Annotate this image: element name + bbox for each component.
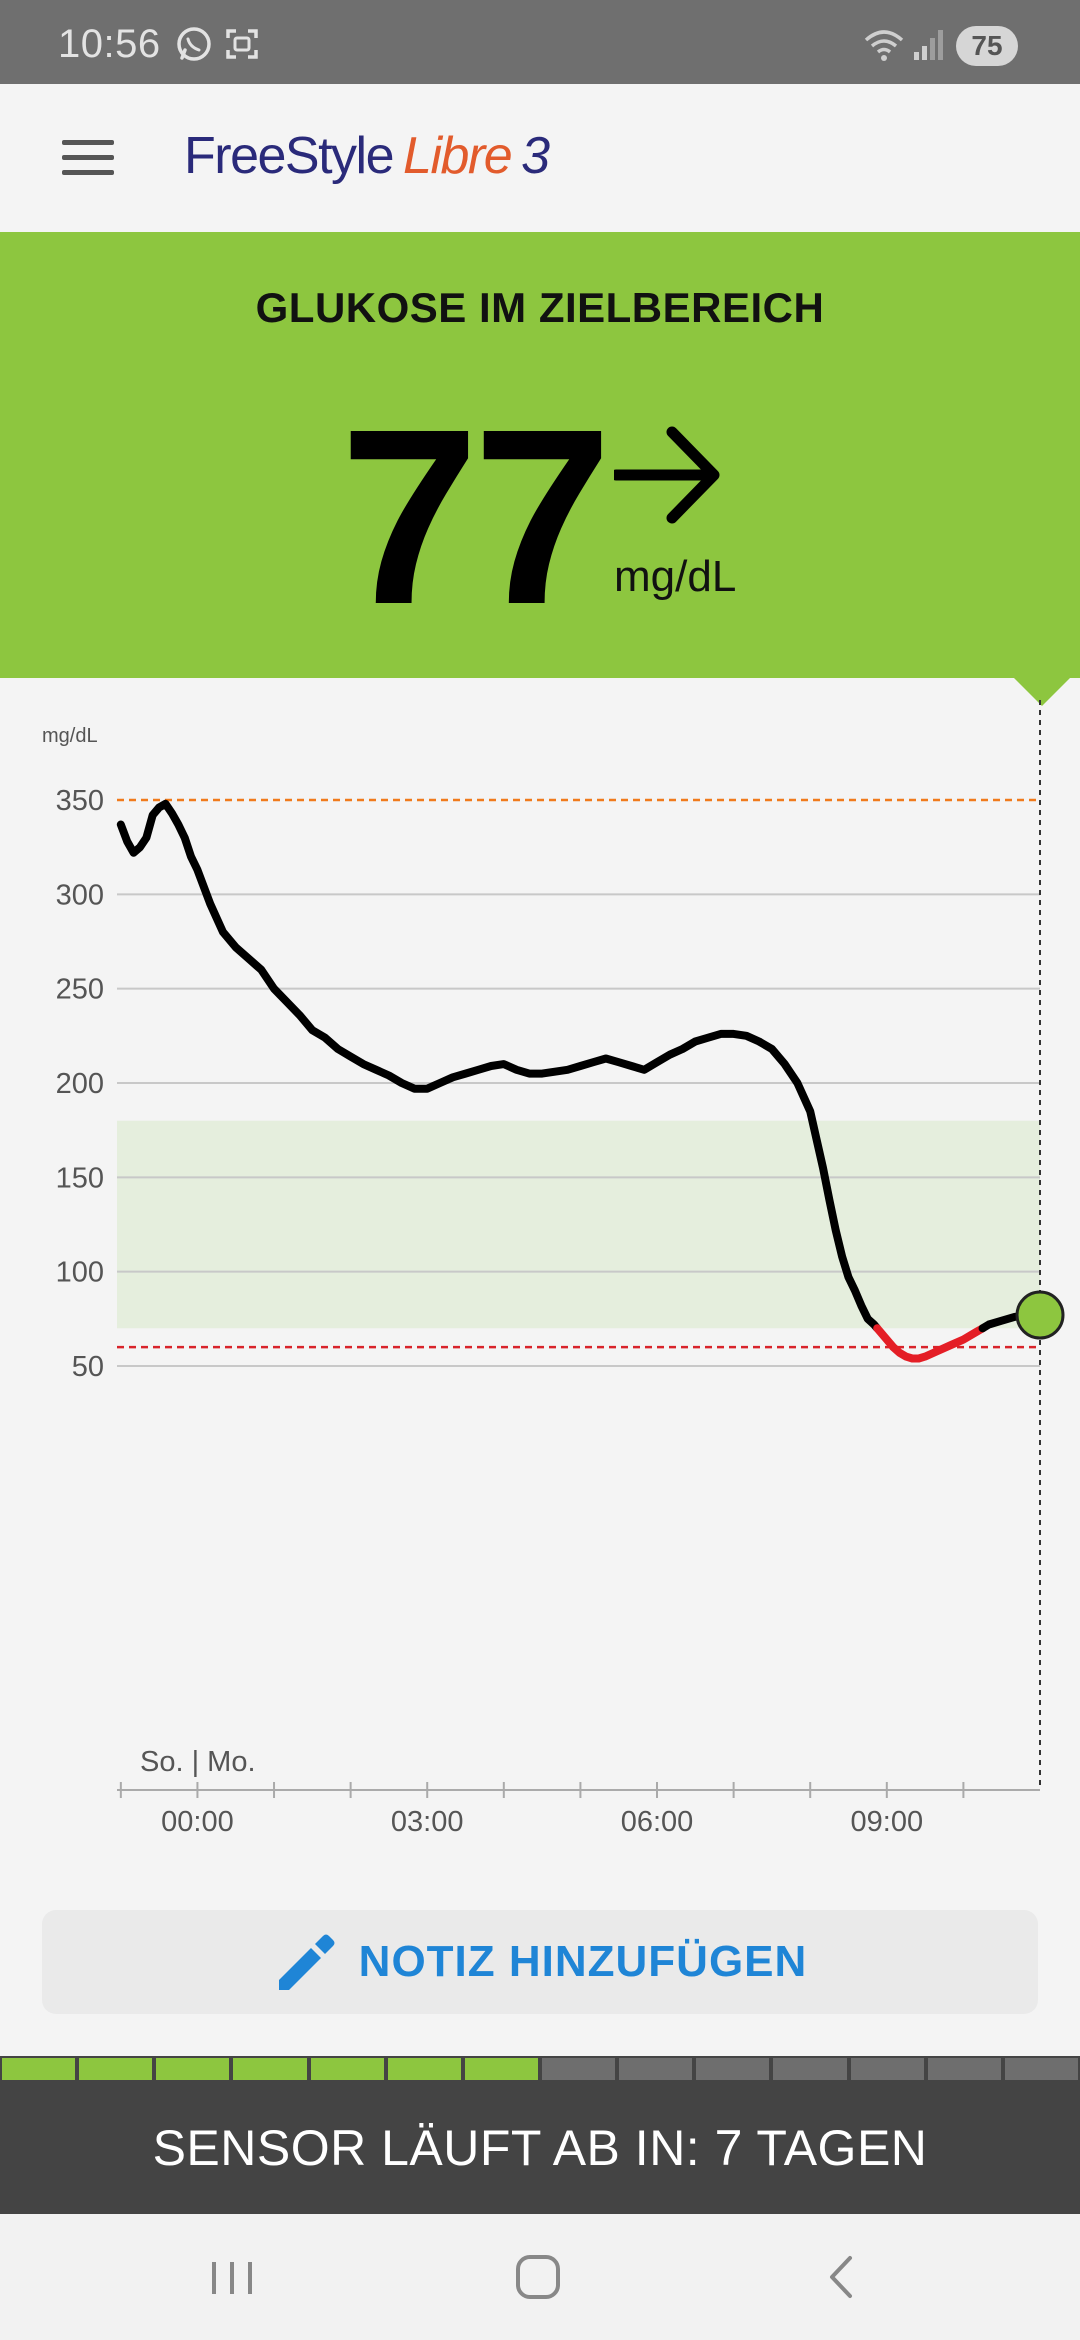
- sensor-progress-segment: [850, 2058, 924, 2080]
- status-time: 10:56: [58, 22, 161, 66]
- signal-icon: [914, 30, 943, 60]
- sensor-progress-segment: [156, 2058, 230, 2080]
- y-tick-label: 50: [72, 1351, 104, 1383]
- hamburger-menu-icon[interactable]: [62, 140, 114, 176]
- glucose-status-text: GLUKOSE IM ZIELBEREICH: [255, 284, 825, 331]
- glucose-line-low-segment: [873, 1324, 987, 1363]
- sensor-progress-segment: [79, 2058, 153, 2080]
- sensor-progress-segment: [310, 2058, 384, 2080]
- home-icon[interactable]: [498, 2244, 578, 2310]
- add-note-label: NOTIZ HINZUFÜGEN: [358, 1937, 808, 1986]
- y-tick-label: 300: [56, 879, 104, 911]
- app-bar: FreeStyle Libre 3: [0, 84, 1080, 233]
- glucose-chart: mg/dL 350 300 250 200 150 100 50 00:00 03:00 06:0…: [42, 700, 1065, 1838]
- pencil-icon: [278, 1934, 335, 1990]
- sensor-progress-segment: [2, 2058, 76, 2080]
- x-tick-label: 09:00: [851, 1806, 924, 1838]
- recent-apps-icon[interactable]: [192, 2244, 272, 2310]
- y-tick-label: 150: [56, 1162, 104, 1194]
- y-tick-label: 100: [56, 1257, 104, 1289]
- logo-freestyle: FreeStyle: [184, 127, 395, 185]
- sensor-expiry-text: SENSOR LÄUFT AB IN: 7 TAGEN: [152, 2120, 928, 2176]
- battery-indicator: 75: [956, 26, 1018, 66]
- sensor-progress-segment: [541, 2058, 616, 2080]
- sensor-expiry-banner: SENSOR LÄUFT AB IN: 7 TAGEN: [0, 2082, 1080, 2214]
- chart-unit-label: mg/dL: [42, 725, 98, 747]
- sensor-progress-segment: [233, 2058, 307, 2080]
- current-glucose-dot: [1015, 1290, 1065, 1340]
- y-tick-label: 350: [56, 785, 104, 817]
- sensor-progress-segment: [387, 2058, 461, 2080]
- glucose-panel: GLUKOSE IM ZIELBEREICH 77 mg/dL: [0, 232, 1080, 678]
- logo-three: 3: [521, 127, 550, 185]
- sensor-progress-bar: [0, 2056, 1080, 2082]
- chart-day-label: So. | Mo.: [140, 1746, 256, 1778]
- system-nav-bar: [0, 2214, 1080, 2340]
- glucose-line-segment: [116, 799, 882, 1333]
- x-tick-label: 00:00: [161, 1806, 234, 1838]
- x-tick-label: 03:00: [391, 1806, 464, 1838]
- arrow-right-icon: [614, 426, 720, 524]
- whatsapp-icon: [177, 27, 211, 61]
- sensor-progress-segment: [1004, 2058, 1078, 2080]
- glucose-unit: mg/dL: [614, 552, 737, 601]
- panel-pointer: [1014, 678, 1070, 706]
- target-range-band: [117, 1120, 1040, 1329]
- add-note-button[interactable]: NOTIZ HINZUFÜGEN: [42, 1910, 1038, 2014]
- logo-libre: Libre: [403, 127, 513, 185]
- sensor-progress-segment: [696, 2058, 770, 2080]
- screenshot-icon: [226, 29, 258, 59]
- app-logo: FreeStyle Libre 3: [184, 126, 550, 186]
- glucose-value: 77: [340, 377, 612, 656]
- sensor-progress-segment: [464, 2058, 538, 2080]
- status-bar: 10:56 75: [0, 0, 1080, 84]
- sensor-progress-segment: [773, 2058, 847, 2080]
- y-tick-label: 250: [56, 974, 104, 1006]
- back-icon[interactable]: [802, 2244, 882, 2310]
- sensor-progress-segment: [619, 2058, 693, 2080]
- wifi-icon: [864, 30, 904, 61]
- y-tick-label: 200: [56, 1068, 104, 1100]
- sensor-progress-segment: [927, 2058, 1001, 2080]
- x-tick-label: 06:00: [621, 1806, 694, 1838]
